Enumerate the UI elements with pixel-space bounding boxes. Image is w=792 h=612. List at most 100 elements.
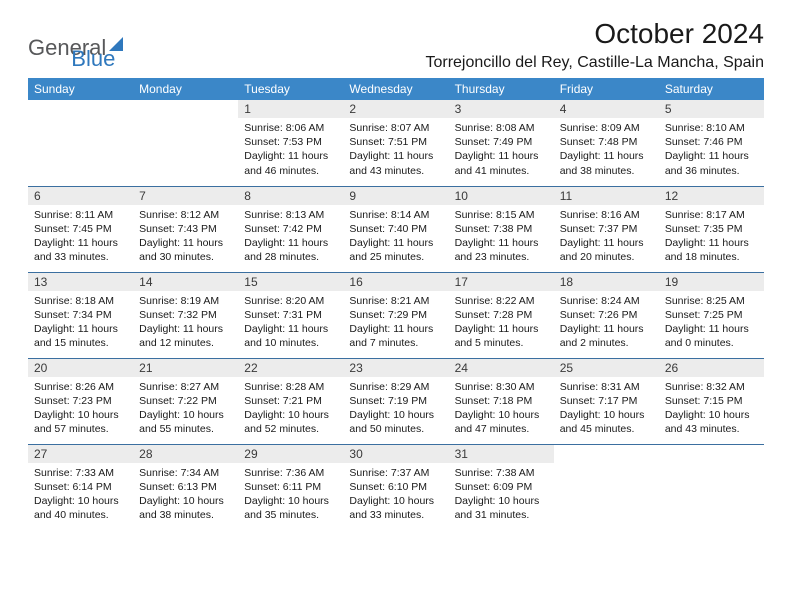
day-details: Sunrise: 8:31 AMSunset: 7:17 PMDaylight:… [554,377,659,441]
calendar-week-row: 20Sunrise: 8:26 AMSunset: 7:23 PMDayligh… [28,358,764,444]
calendar-week-row: 1Sunrise: 8:06 AMSunset: 7:53 PMDaylight… [28,100,764,186]
calendar-day-cell [133,100,238,186]
location: Torrejoncillo del Rey, Castille-La Manch… [425,54,764,72]
day-number: 15 [238,273,343,291]
calendar-day-cell: 20Sunrise: 8:26 AMSunset: 7:23 PMDayligh… [28,358,133,444]
day-details: Sunrise: 8:08 AMSunset: 7:49 PMDaylight:… [449,118,554,182]
day-number: 9 [343,187,448,205]
calendar-day-cell: 21Sunrise: 8:27 AMSunset: 7:22 PMDayligh… [133,358,238,444]
calendar-week-row: 6Sunrise: 8:11 AMSunset: 7:45 PMDaylight… [28,186,764,272]
calendar-day-cell: 30Sunrise: 7:37 AMSunset: 6:10 PMDayligh… [343,444,448,530]
calendar-day-cell: 18Sunrise: 8:24 AMSunset: 7:26 PMDayligh… [554,272,659,358]
calendar-day-cell: 27Sunrise: 7:33 AMSunset: 6:14 PMDayligh… [28,444,133,530]
calendar-day-cell: 5Sunrise: 8:10 AMSunset: 7:46 PMDaylight… [659,100,764,186]
day-number: 5 [659,100,764,118]
calendar-header-row: SundayMondayTuesdayWednesdayThursdayFrid… [28,78,764,100]
day-details: Sunrise: 8:14 AMSunset: 7:40 PMDaylight:… [343,205,448,269]
calendar-day-cell: 8Sunrise: 8:13 AMSunset: 7:42 PMDaylight… [238,186,343,272]
day-details: Sunrise: 8:12 AMSunset: 7:43 PMDaylight:… [133,205,238,269]
day-number: 10 [449,187,554,205]
calendar-day-cell: 2Sunrise: 8:07 AMSunset: 7:51 PMDaylight… [343,100,448,186]
header: General Blue October 2024 Torrejoncillo … [28,18,764,72]
day-number: 2 [343,100,448,118]
weekday-header: Friday [554,78,659,100]
calendar-day-cell: 4Sunrise: 8:09 AMSunset: 7:48 PMDaylight… [554,100,659,186]
day-number: 1 [238,100,343,118]
calendar-day-cell: 3Sunrise: 8:08 AMSunset: 7:49 PMDaylight… [449,100,554,186]
calendar-day-cell: 7Sunrise: 8:12 AMSunset: 7:43 PMDaylight… [133,186,238,272]
day-details: Sunrise: 8:29 AMSunset: 7:19 PMDaylight:… [343,377,448,441]
month-title: October 2024 [425,18,764,50]
day-details: Sunrise: 7:36 AMSunset: 6:11 PMDaylight:… [238,463,343,527]
day-details: Sunrise: 8:17 AMSunset: 7:35 PMDaylight:… [659,205,764,269]
weekday-header: Saturday [659,78,764,100]
day-details: Sunrise: 8:07 AMSunset: 7:51 PMDaylight:… [343,118,448,182]
day-number: 23 [343,359,448,377]
title-block: October 2024 Torrejoncillo del Rey, Cast… [425,18,764,72]
calendar-day-cell: 10Sunrise: 8:15 AMSunset: 7:38 PMDayligh… [449,186,554,272]
calendar-day-cell: 6Sunrise: 8:11 AMSunset: 7:45 PMDaylight… [28,186,133,272]
calendar-day-cell: 29Sunrise: 7:36 AMSunset: 6:11 PMDayligh… [238,444,343,530]
calendar-day-cell [554,444,659,530]
calendar-day-cell: 31Sunrise: 7:38 AMSunset: 6:09 PMDayligh… [449,444,554,530]
weekday-header: Monday [133,78,238,100]
day-details: Sunrise: 8:24 AMSunset: 7:26 PMDaylight:… [554,291,659,355]
calendar-day-cell: 15Sunrise: 8:20 AMSunset: 7:31 PMDayligh… [238,272,343,358]
day-number: 29 [238,445,343,463]
day-number: 12 [659,187,764,205]
day-number: 24 [449,359,554,377]
day-number: 22 [238,359,343,377]
calendar-day-cell: 13Sunrise: 8:18 AMSunset: 7:34 PMDayligh… [28,272,133,358]
day-details: Sunrise: 8:25 AMSunset: 7:25 PMDaylight:… [659,291,764,355]
calendar-week-row: 13Sunrise: 8:18 AMSunset: 7:34 PMDayligh… [28,272,764,358]
calendar-day-cell: 19Sunrise: 8:25 AMSunset: 7:25 PMDayligh… [659,272,764,358]
day-number: 11 [554,187,659,205]
calendar-day-cell: 16Sunrise: 8:21 AMSunset: 7:29 PMDayligh… [343,272,448,358]
day-number: 16 [343,273,448,291]
day-details: Sunrise: 8:32 AMSunset: 7:15 PMDaylight:… [659,377,764,441]
calendar-week-row: 27Sunrise: 7:33 AMSunset: 6:14 PMDayligh… [28,444,764,530]
calendar-day-cell: 14Sunrise: 8:19 AMSunset: 7:32 PMDayligh… [133,272,238,358]
calendar-day-cell: 9Sunrise: 8:14 AMSunset: 7:40 PMDaylight… [343,186,448,272]
calendar-day-cell: 26Sunrise: 8:32 AMSunset: 7:15 PMDayligh… [659,358,764,444]
day-details: Sunrise: 8:28 AMSunset: 7:21 PMDaylight:… [238,377,343,441]
calendar-day-cell [659,444,764,530]
day-number: 14 [133,273,238,291]
weekday-header: Tuesday [238,78,343,100]
day-details: Sunrise: 7:37 AMSunset: 6:10 PMDaylight:… [343,463,448,527]
calendar-day-cell: 11Sunrise: 8:16 AMSunset: 7:37 PMDayligh… [554,186,659,272]
day-details: Sunrise: 8:21 AMSunset: 7:29 PMDaylight:… [343,291,448,355]
day-details: Sunrise: 8:16 AMSunset: 7:37 PMDaylight:… [554,205,659,269]
day-details: Sunrise: 8:09 AMSunset: 7:48 PMDaylight:… [554,118,659,182]
calendar-day-cell: 1Sunrise: 8:06 AMSunset: 7:53 PMDaylight… [238,100,343,186]
calendar-day-cell [28,100,133,186]
day-details: Sunrise: 8:22 AMSunset: 7:28 PMDaylight:… [449,291,554,355]
calendar-day-cell: 23Sunrise: 8:29 AMSunset: 7:19 PMDayligh… [343,358,448,444]
day-details: Sunrise: 7:38 AMSunset: 6:09 PMDaylight:… [449,463,554,527]
day-details: Sunrise: 8:11 AMSunset: 7:45 PMDaylight:… [28,205,133,269]
day-number: 26 [659,359,764,377]
day-details: Sunrise: 8:10 AMSunset: 7:46 PMDaylight:… [659,118,764,182]
day-details: Sunrise: 8:26 AMSunset: 7:23 PMDaylight:… [28,377,133,441]
day-number: 25 [554,359,659,377]
day-details: Sunrise: 7:33 AMSunset: 6:14 PMDaylight:… [28,463,133,527]
day-number: 28 [133,445,238,463]
day-details: Sunrise: 8:15 AMSunset: 7:38 PMDaylight:… [449,205,554,269]
calendar-day-cell: 25Sunrise: 8:31 AMSunset: 7:17 PMDayligh… [554,358,659,444]
weekday-header: Sunday [28,78,133,100]
day-number: 7 [133,187,238,205]
calendar-day-cell: 22Sunrise: 8:28 AMSunset: 7:21 PMDayligh… [238,358,343,444]
day-details: Sunrise: 8:27 AMSunset: 7:22 PMDaylight:… [133,377,238,441]
day-number: 13 [28,273,133,291]
calendar-day-cell: 28Sunrise: 7:34 AMSunset: 6:13 PMDayligh… [133,444,238,530]
day-number: 3 [449,100,554,118]
weekday-header: Thursday [449,78,554,100]
day-number: 18 [554,273,659,291]
logo-text-blue: Blue [71,46,115,72]
day-number: 6 [28,187,133,205]
day-number: 4 [554,100,659,118]
calendar-day-cell: 24Sunrise: 8:30 AMSunset: 7:18 PMDayligh… [449,358,554,444]
day-details: Sunrise: 7:34 AMSunset: 6:13 PMDaylight:… [133,463,238,527]
day-number: 8 [238,187,343,205]
day-details: Sunrise: 8:19 AMSunset: 7:32 PMDaylight:… [133,291,238,355]
